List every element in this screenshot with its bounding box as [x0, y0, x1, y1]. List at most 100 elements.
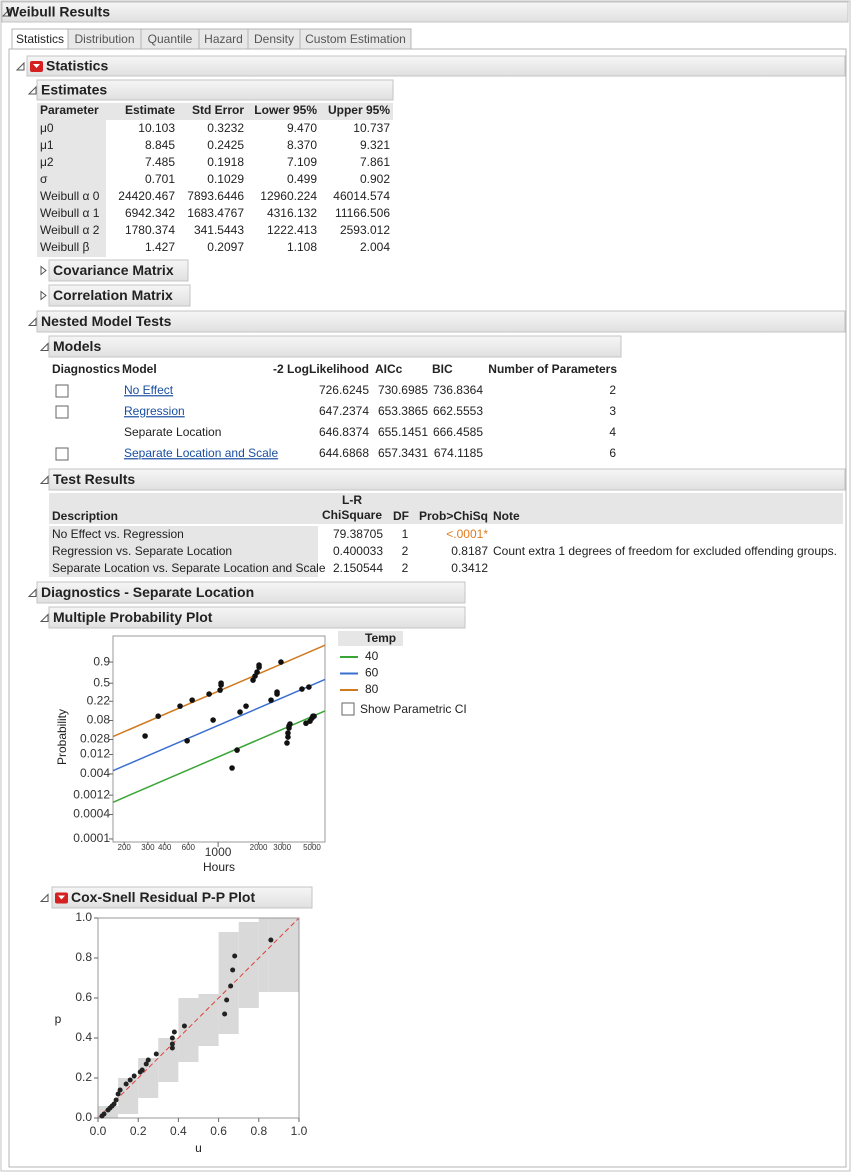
table-cell: 8.370 [287, 138, 317, 152]
y-tick-label: 0.5 [93, 675, 110, 689]
section-header [48, 259, 189, 282]
table-cell: Regression vs. Separate Location [52, 544, 232, 558]
table-cell: 2.004 [360, 240, 390, 254]
x-tick-label: 0.2 [130, 1124, 147, 1138]
disclosure-toggle[interactable] [39, 342, 49, 351]
row-label-column [37, 120, 106, 257]
table-header [49, 493, 843, 524]
table-cell: 0.400033 [333, 544, 383, 558]
table-cell: Separate Location vs. Separate Location … [52, 561, 326, 575]
link[interactable]: Regression [124, 404, 185, 418]
menu-arrow[interactable] [58, 895, 65, 900]
data-point [171, 1029, 177, 1035]
disclosure-toggle[interactable] [40, 265, 47, 276]
table-cell: σ [40, 172, 48, 186]
table-cell: Separate Location [124, 425, 221, 439]
data-point [127, 1077, 133, 1083]
column-header: Diagnostics [52, 362, 120, 376]
x-tick-label: 600 [182, 843, 196, 852]
section-header [26, 55, 846, 77]
menu-arrow[interactable] [33, 64, 40, 68]
disclosure-toggle[interactable] [15, 61, 25, 71]
table-cell: 1683.4767 [187, 206, 244, 220]
data-point [237, 709, 243, 715]
table-cell: 9.321 [360, 138, 390, 152]
data-point [145, 1057, 151, 1063]
disclosure-toggle[interactable] [27, 317, 37, 326]
tab-label[interactable]: Custom Estimation [305, 32, 406, 46]
column-header: Description [52, 509, 118, 523]
table-cell: 10.103 [138, 121, 175, 135]
section-title: Models [53, 338, 101, 354]
data-point [177, 703, 183, 709]
data-point [206, 691, 212, 697]
checkbox[interactable] [55, 405, 69, 419]
checkbox[interactable] [341, 702, 355, 716]
column-header: Std Error [192, 103, 244, 117]
disclosure-toggle[interactable] [39, 893, 49, 902]
table-cell: 2.150544 [333, 561, 383, 575]
tab[interactable] [299, 28, 412, 50]
tab-label[interactable]: Hazard [204, 32, 243, 46]
data-point [232, 953, 238, 959]
column-header: -2 LogLikelihood [273, 362, 369, 376]
column-header: Model [122, 362, 157, 376]
section-title: Weibull Results [6, 4, 110, 20]
table-cell: Weibull β [40, 240, 89, 254]
section-title: Correlation Matrix [53, 287, 173, 303]
data-point [115, 1091, 121, 1097]
section-title: Covariance Matrix [53, 262, 174, 278]
table-cell: 7893.6446 [187, 189, 244, 203]
y-tick-label: 0.2 [75, 1070, 92, 1084]
legend-label: 60 [365, 666, 379, 680]
x-tick-label: 400 [158, 843, 172, 852]
x-tick-label: 1.0 [291, 1124, 308, 1138]
disclosure-toggle[interactable] [27, 85, 37, 95]
y-tick-label: 0.9 [93, 654, 110, 668]
confidence-band [268, 918, 299, 992]
disclosure-toggle[interactable] [27, 588, 37, 597]
data-point [274, 689, 280, 695]
data-point [169, 1045, 175, 1051]
table-cell: 647.2374 [319, 404, 369, 418]
x-tick-label: 1000 [205, 845, 232, 859]
data-point [234, 747, 240, 753]
disclosure-toggle[interactable] [39, 475, 49, 484]
table-cell: μ2 [40, 155, 54, 169]
y-tick-label: 0.0012 [73, 787, 110, 801]
table-cell: Weibull α 2 [40, 223, 100, 237]
section-header [1, 1, 849, 23]
data-point [184, 737, 190, 744]
tab-label[interactable]: Statistics [16, 32, 64, 46]
table-cell: μ1 [40, 138, 54, 152]
table-cell: 655.1451 [378, 425, 428, 439]
data-point [287, 721, 293, 727]
disclosure-toggle[interactable] [1, 7, 11, 17]
confidence-band [258, 918, 269, 992]
checkbox[interactable] [55, 447, 69, 461]
y-tick-label: 0.8 [75, 950, 92, 964]
tab-label[interactable]: Density [254, 32, 294, 46]
data-point [284, 740, 290, 746]
table-cell: 644.6868 [319, 446, 369, 460]
checkbox[interactable] [55, 384, 69, 398]
disclosure-toggle[interactable] [40, 290, 47, 301]
checkbox-label[interactable]: Show Parametric CI [360, 702, 467, 716]
confidence-band [198, 994, 219, 1046]
tab-label[interactable]: Quantile [148, 32, 193, 46]
table-cell: 24420.467 [118, 189, 175, 203]
data-point [142, 733, 148, 739]
legend-title: Temp [365, 631, 396, 645]
data-point [139, 1067, 145, 1073]
link[interactable]: Separate Location and Scale [124, 446, 278, 460]
link[interactable]: No Effect [124, 383, 174, 397]
data-point [210, 717, 216, 723]
disclosure-toggle[interactable] [39, 613, 49, 622]
table-cell: 662.5553 [433, 404, 483, 418]
column-header: Upper 95% [328, 103, 390, 117]
table-cell: 6942.342 [125, 206, 175, 220]
row-label-column [49, 526, 318, 577]
tab-label[interactable]: Distribution [74, 32, 134, 46]
y-tick-label: 0.012 [80, 747, 110, 761]
y-tick-label: 0.6 [75, 990, 92, 1004]
